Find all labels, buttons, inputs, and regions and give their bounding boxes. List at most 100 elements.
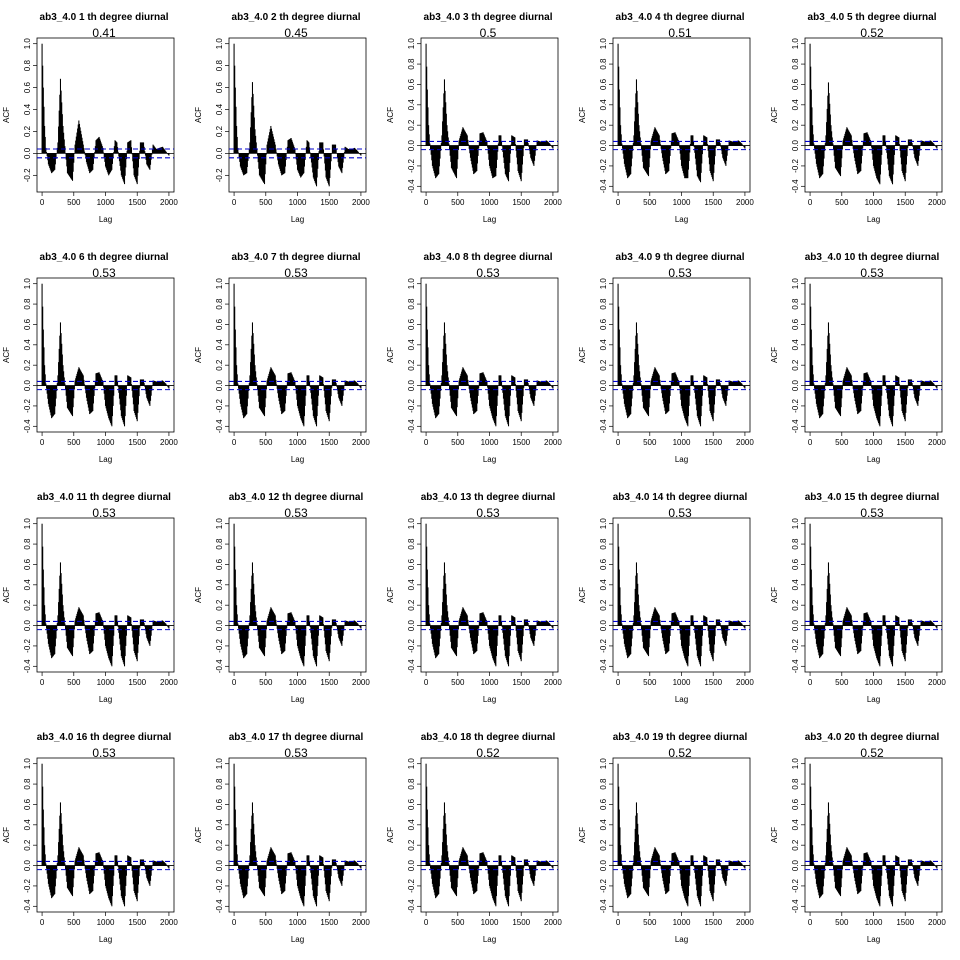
y-tick-label: 1.0 bbox=[599, 278, 608, 290]
y-tick-label: 0.0 bbox=[407, 379, 416, 391]
x-tick-label: 500 bbox=[451, 198, 465, 207]
y-tick-label: 0.8 bbox=[791, 58, 800, 70]
y-tick-label: 0.2 bbox=[791, 119, 800, 131]
x-tick-label: 500 bbox=[643, 918, 657, 927]
x-tick-label: 1000 bbox=[865, 678, 883, 687]
x-tick-label: 0 bbox=[424, 678, 429, 687]
acf-chart-19: ab3_4.0 19 th degree diurnal 0.52 -0.4 -0.2… bbox=[578, 732, 754, 944]
y-axis-label: ACF bbox=[770, 347, 779, 363]
acf-chart-17: ab3_4.0 17 th degree diurnal 0.53 -0.4 -0.2… bbox=[194, 732, 370, 944]
y-axis-label: ACF bbox=[578, 107, 587, 123]
x-tick-label: 0 bbox=[424, 198, 429, 207]
x-axis-label: Lag bbox=[99, 935, 112, 944]
y-tick-label: 0.2 bbox=[23, 125, 32, 137]
x-tick-label: 1000 bbox=[289, 198, 307, 207]
x-tick-label: 1500 bbox=[128, 198, 146, 207]
chart-title: ab3_4.0 1 th degree diurnal bbox=[40, 12, 169, 23]
y-tick-label: -0.4 bbox=[23, 419, 32, 433]
y-axis-label: ACF bbox=[194, 827, 203, 843]
y-tick-label: 0.4 bbox=[23, 103, 32, 115]
y-axis-label: ACF bbox=[770, 107, 779, 123]
x-tick-label: 0 bbox=[616, 918, 621, 927]
y-tick-label: 0.6 bbox=[215, 798, 224, 810]
chart-title: ab3_4.0 8 th degree diurnal bbox=[424, 252, 553, 263]
y-tick-label: 0.4 bbox=[407, 99, 416, 111]
y-tick-label: 1.0 bbox=[215, 518, 224, 530]
x-axis-label: Lag bbox=[291, 695, 304, 704]
x-tick-label: 1500 bbox=[320, 678, 338, 687]
y-tick-label: 0.8 bbox=[599, 298, 608, 310]
y-tick-label: -0.4 bbox=[599, 659, 608, 673]
y-tick-label: 0.8 bbox=[407, 58, 416, 70]
y-tick-label: -0.4 bbox=[407, 659, 416, 673]
y-tick-label: 0.4 bbox=[215, 103, 224, 115]
chart-subtitle-value: 0.53 bbox=[668, 266, 692, 280]
y-tick-label: 0.0 bbox=[23, 379, 32, 391]
y-tick-label: 0.4 bbox=[407, 819, 416, 831]
y-tick-label: 0.0 bbox=[791, 619, 800, 631]
x-tick-label: 0 bbox=[808, 198, 813, 207]
x-tick-label: 2000 bbox=[544, 438, 562, 447]
x-tick-label: 1500 bbox=[320, 198, 338, 207]
y-tick-label: 0.4 bbox=[23, 339, 32, 351]
chart-title: ab3_4.0 2 th degree diurnal bbox=[232, 12, 361, 23]
y-tick-label: 0.4 bbox=[791, 579, 800, 591]
y-tick-label: 1.0 bbox=[215, 38, 224, 50]
chart-subtitle-value: 0.5 bbox=[480, 26, 497, 40]
y-tick-label: 0.2 bbox=[215, 359, 224, 371]
acf-chart-13: ab3_4.0 13 th degree diurnal 0.53 -0.4 -0.2… bbox=[386, 492, 562, 704]
x-tick-label: 0 bbox=[808, 438, 813, 447]
y-tick-label: -0.2 bbox=[599, 638, 608, 652]
acf-panel-14: ab3_4.0 14 th degree diurnal 0.53 -0.4 -0.2… bbox=[576, 480, 768, 720]
y-tick-label: 0.8 bbox=[791, 778, 800, 790]
y-tick-label: 0.8 bbox=[407, 538, 416, 550]
y-tick-label: -0.2 bbox=[407, 638, 416, 652]
y-tick-label: 0.2 bbox=[599, 599, 608, 611]
y-tick-label: 0.6 bbox=[23, 798, 32, 810]
x-tick-label: 2000 bbox=[736, 198, 754, 207]
plot-frame bbox=[228, 517, 367, 673]
y-tick-label: 0.2 bbox=[791, 839, 800, 851]
x-tick-label: 0 bbox=[232, 198, 237, 207]
y-tick-label: 0.6 bbox=[599, 78, 608, 90]
x-tick-label: 2000 bbox=[160, 198, 178, 207]
acf-panel-6: ab3_4.0 6 th degree diurnal 0.53 -0.4 -0.2 0… bbox=[0, 240, 192, 480]
y-tick-label: 0.0 bbox=[23, 619, 32, 631]
y-tick-label: 0.2 bbox=[791, 359, 800, 371]
y-axis-label: ACF bbox=[770, 587, 779, 603]
x-tick-label: 1000 bbox=[97, 438, 115, 447]
y-tick-label: 1.0 bbox=[599, 518, 608, 530]
x-tick-label: 1500 bbox=[896, 438, 914, 447]
plot-frame bbox=[36, 277, 175, 433]
chart-subtitle-value: 0.53 bbox=[284, 266, 308, 280]
y-tick-label: -0.2 bbox=[599, 398, 608, 412]
x-axis-label: Lag bbox=[867, 455, 880, 464]
plot-frame bbox=[420, 277, 559, 433]
x-tick-label: 2000 bbox=[736, 918, 754, 927]
chart-title: ab3_4.0 16 th degree diurnal bbox=[37, 732, 172, 743]
chart-subtitle-value: 0.53 bbox=[860, 506, 884, 520]
plot-frame bbox=[612, 517, 751, 673]
plot-frame bbox=[420, 757, 559, 913]
acf-chart-1: ab3_4.0 1 th degree diurnal 0.41 -0.2 0.0 0.… bbox=[2, 12, 178, 224]
x-axis-label: Lag bbox=[483, 215, 496, 224]
y-tick-label: 0.8 bbox=[215, 298, 224, 310]
y-tick-label: -0.4 bbox=[791, 659, 800, 673]
acf-chart-7: ab3_4.0 7 th degree diurnal 0.53 -0.4 -0.2 0… bbox=[194, 252, 370, 464]
acf-panel-3: ab3_4.0 3 th degree diurnal 0.5 -0.4 -0.2 0.… bbox=[384, 0, 576, 240]
x-tick-label: 500 bbox=[643, 198, 657, 207]
acf-bars bbox=[41, 43, 170, 185]
plot-frame bbox=[36, 757, 175, 913]
y-tick-label: 0.6 bbox=[407, 78, 416, 90]
chart-title: ab3_4.0 13 th degree diurnal bbox=[421, 492, 556, 503]
x-tick-label: 500 bbox=[643, 438, 657, 447]
y-tick-label: 0.6 bbox=[407, 318, 416, 330]
y-tick-label: 0.0 bbox=[215, 619, 224, 631]
x-tick-label: 1000 bbox=[97, 918, 115, 927]
x-tick-label: 500 bbox=[67, 678, 81, 687]
x-tick-label: 1500 bbox=[512, 198, 530, 207]
x-tick-label: 1500 bbox=[896, 678, 914, 687]
acf-panel-19: ab3_4.0 19 th degree diurnal 0.52 -0.4 -0.2… bbox=[576, 720, 768, 960]
y-axis-label: ACF bbox=[386, 347, 395, 363]
